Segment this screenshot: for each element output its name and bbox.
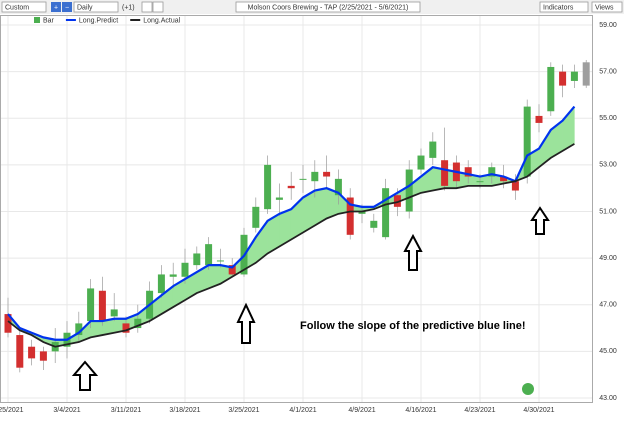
candle-body <box>16 335 24 368</box>
x-tick-label: 4/16/2021 <box>405 407 436 414</box>
x-tick-label: 4/9/2021 <box>348 407 375 414</box>
plus-text: + <box>54 4 58 11</box>
candle-body <box>559 71 567 86</box>
y-tick-label: 57.00 <box>599 68 617 75</box>
candle-body <box>570 71 578 81</box>
candle-body <box>476 181 484 183</box>
candle-body <box>441 160 449 186</box>
y-tick-label: 43.00 <box>599 395 617 402</box>
legend-swatch <box>34 17 40 23</box>
candle-body <box>382 188 390 238</box>
candle-body <box>547 66 555 112</box>
candle-body <box>358 211 366 214</box>
candle-body <box>205 244 213 266</box>
x-tick-label: 4/1/2021 <box>289 407 316 414</box>
y-tick-label: 45.00 <box>599 348 617 355</box>
candle-body <box>4 314 12 333</box>
x-tick-label: 4/23/2021 <box>464 407 495 414</box>
legend-label: Bar <box>43 17 55 24</box>
plus-button[interactable] <box>51 2 61 12</box>
period-text: Daily <box>77 4 93 11</box>
logo-icon <box>522 383 534 395</box>
y-tick-label: 47.00 <box>599 302 617 309</box>
add-button[interactable] <box>141 1 153 13</box>
candle-body <box>582 62 590 86</box>
x-tick-label: 2/25/2021 <box>0 407 24 414</box>
annotation: Follow the slope of the predictive blue … <box>300 320 526 332</box>
candle-body <box>464 167 472 177</box>
minus-text: − <box>65 4 69 11</box>
remove-button[interactable] <box>152 1 164 13</box>
candle-body <box>228 265 236 275</box>
candle-body <box>323 171 331 177</box>
candle-body <box>216 260 224 262</box>
x-tick-label: 4/30/2021 <box>523 407 554 414</box>
y-tick-label: 59.00 <box>599 22 617 29</box>
range-select[interactable] <box>1 1 47 13</box>
y-tick-label: 49.00 <box>599 255 617 262</box>
candle-body <box>28 346 36 359</box>
candle-body <box>122 323 130 333</box>
candle-body <box>181 262 189 277</box>
minus-button[interactable] <box>62 2 72 12</box>
y-tick-label: 53.00 <box>599 162 617 169</box>
candle-body <box>275 197 283 200</box>
candle-body <box>535 115 543 123</box>
candle-body <box>193 253 201 266</box>
candle-body <box>334 178 342 196</box>
indicators-select[interactable] <box>539 1 589 13</box>
candle-body <box>393 195 401 207</box>
candle-body <box>98 290 106 322</box>
candle-body <box>299 178 307 180</box>
views-text: Views <box>595 4 614 11</box>
x-tick-label: 3/11/2021 <box>111 407 142 414</box>
candle-body <box>87 288 95 322</box>
arrow <box>71 360 99 391</box>
line-series <box>7 143 575 348</box>
title-box <box>235 1 421 13</box>
candle-body <box>134 318 142 329</box>
arrow <box>403 233 423 271</box>
candle-body <box>523 106 531 177</box>
range-text: Custom <box>5 4 29 11</box>
indicators-text: Indicators <box>543 4 574 11</box>
candle-body <box>252 206 260 228</box>
legend-label: Long.Predict <box>79 17 118 24</box>
candle-body <box>39 351 47 361</box>
arrow <box>530 206 550 235</box>
x-tick-label: 3/25/2021 <box>228 407 259 414</box>
x-tick-label: 3/18/2021 <box>169 407 200 414</box>
plot-layer <box>1 16 592 402</box>
y-tick-label: 55.00 <box>599 115 617 122</box>
candle-body <box>264 164 272 210</box>
candle-body <box>346 197 354 235</box>
arrows <box>71 206 550 391</box>
candle-body <box>429 141 437 158</box>
candle-body <box>417 155 425 170</box>
candle-body <box>157 274 165 294</box>
candle-body <box>75 323 83 336</box>
candle-body <box>287 185 295 189</box>
y-tick-label: 51.00 <box>599 208 617 215</box>
line-series <box>7 105 576 341</box>
period-select[interactable] <box>73 1 119 13</box>
step-text: (+1) <box>122 4 135 11</box>
chart-title: Molson Coors Brewing - TAP (2/25/2021 - … <box>248 4 409 11</box>
candle-body <box>488 167 496 177</box>
candle-body <box>370 220 378 228</box>
candle-body <box>511 181 519 191</box>
candle-body <box>169 274 177 277</box>
candle-body <box>110 309 118 317</box>
arrow <box>236 302 256 344</box>
candle-body <box>405 169 413 212</box>
x-tick-label: 3/4/2021 <box>53 407 80 414</box>
views-select[interactable] <box>591 1 623 13</box>
candle-body <box>500 176 508 182</box>
legend-label: Long.Actual <box>143 17 180 24</box>
candle-body <box>311 171 319 182</box>
